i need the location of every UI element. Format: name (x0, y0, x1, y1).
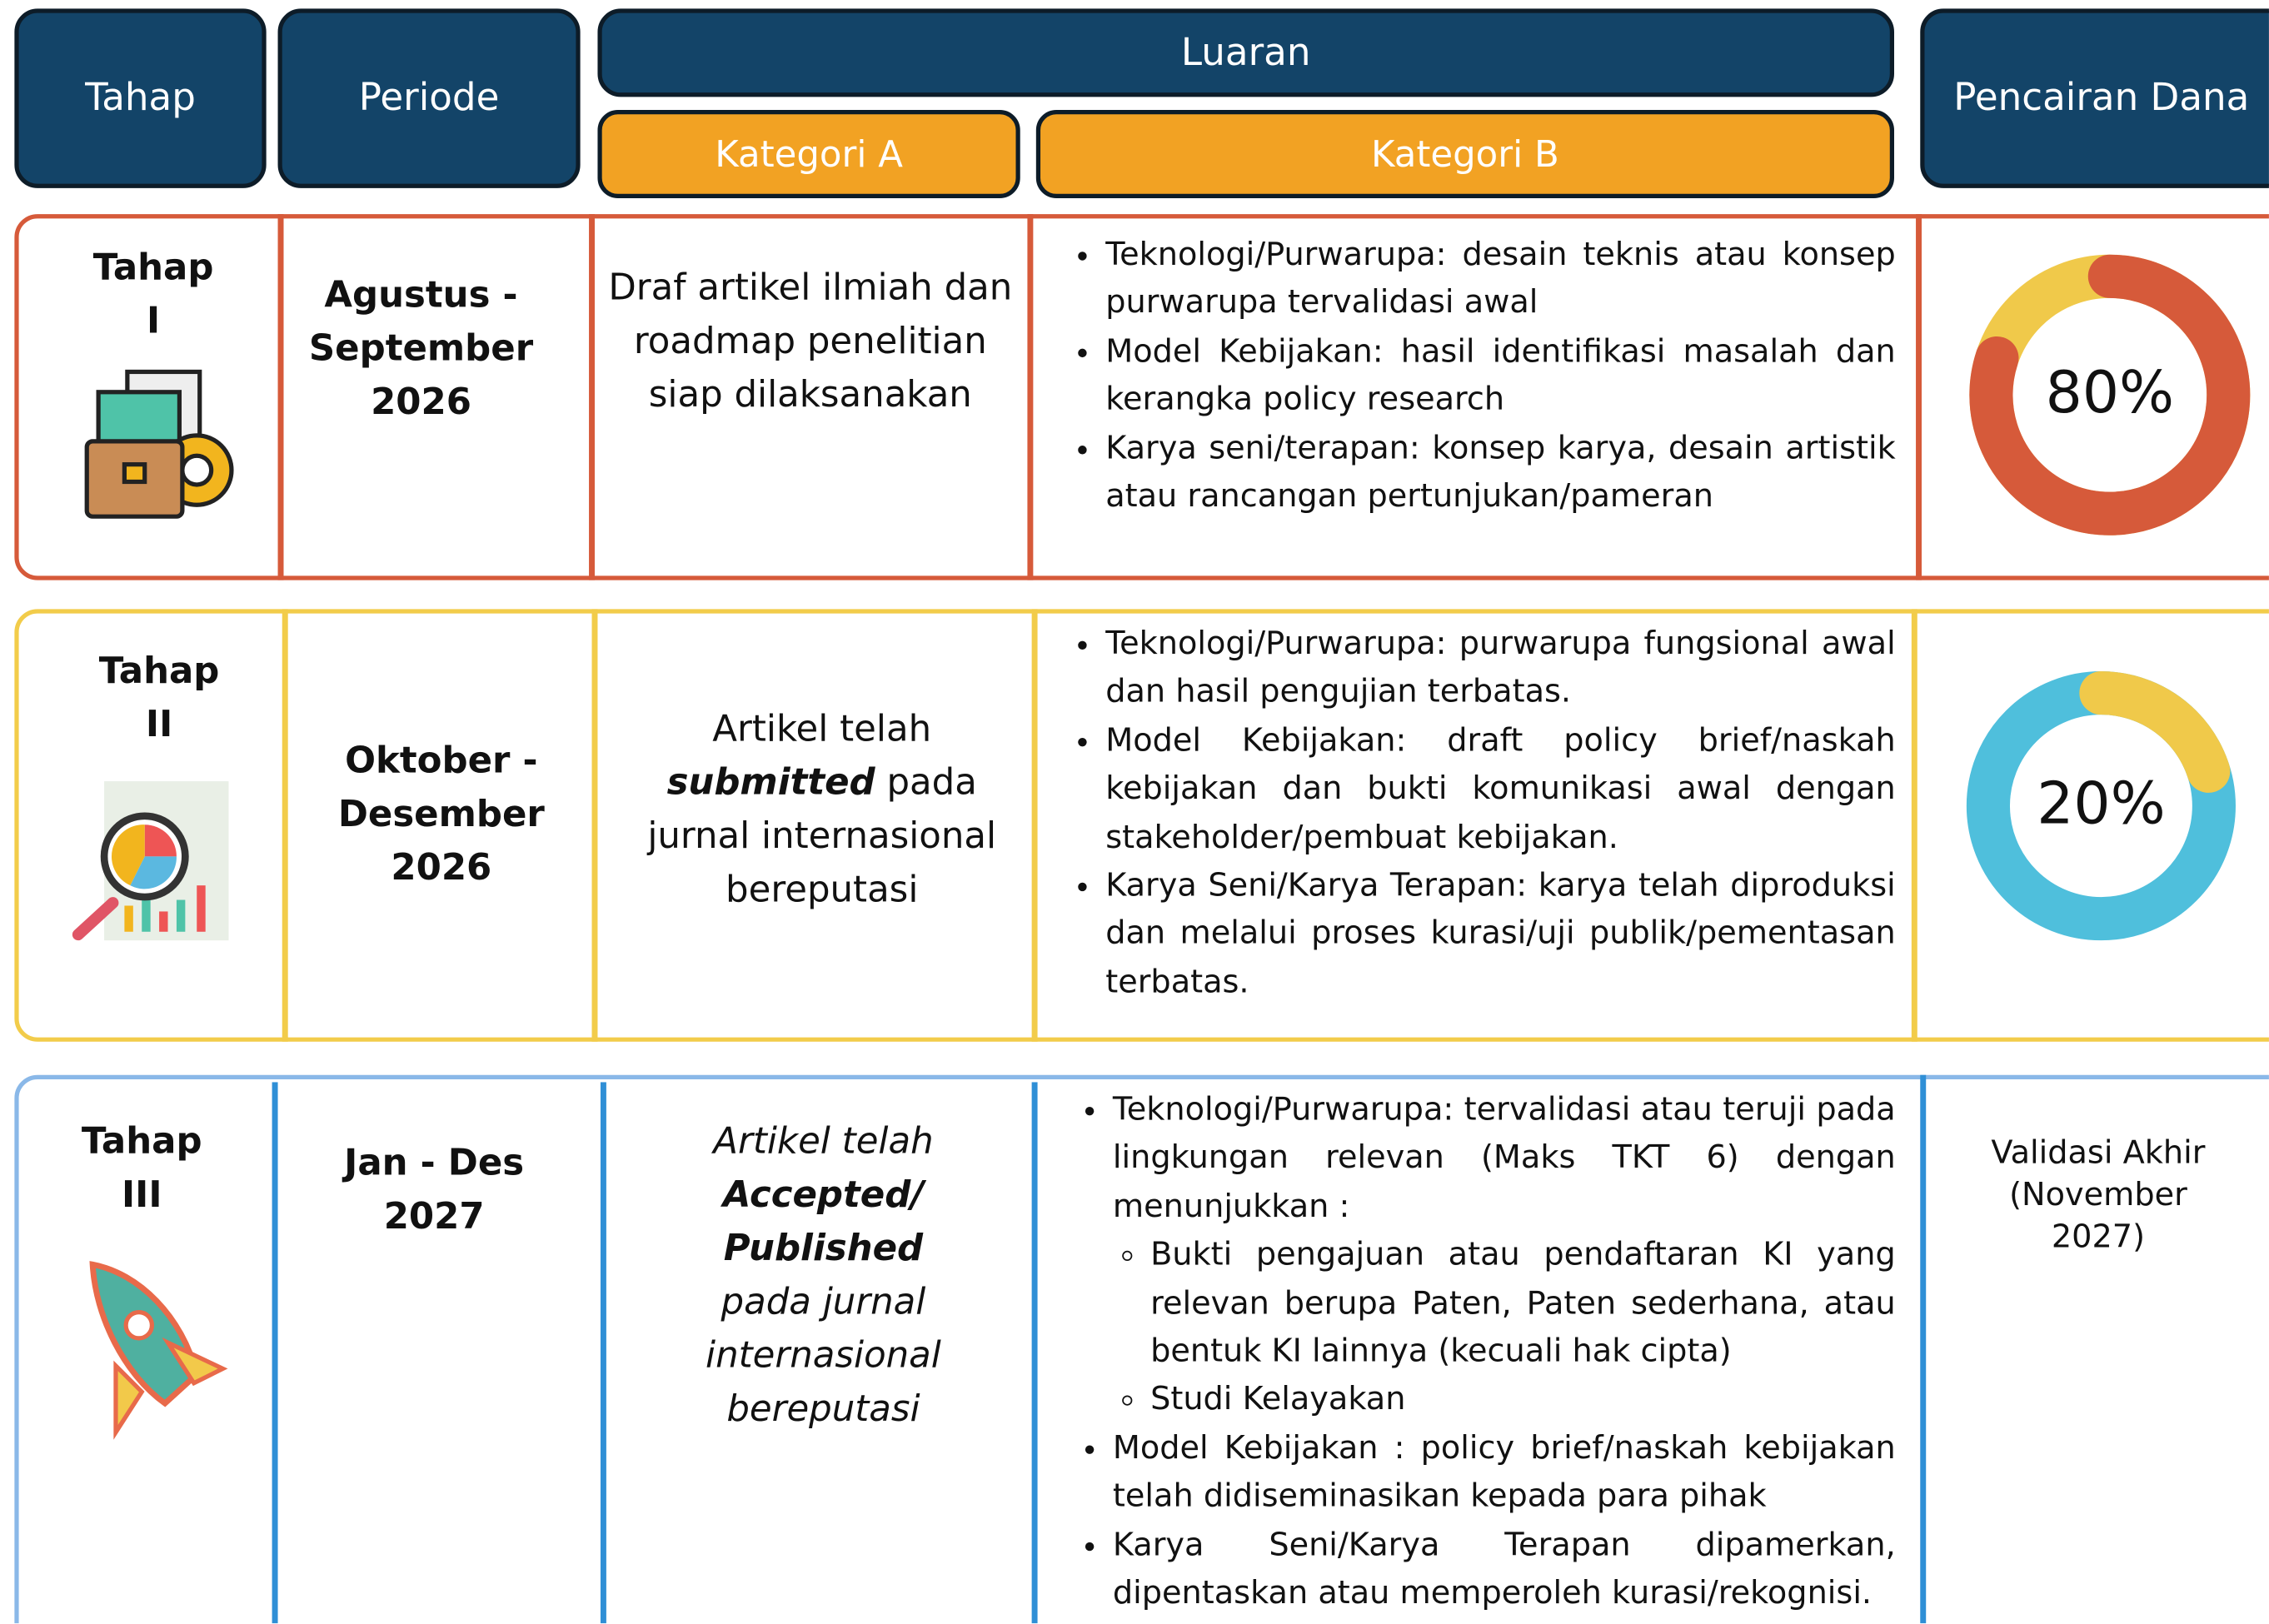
header-kategori-b: Kategori B (1035, 110, 1894, 198)
divider (1031, 609, 1038, 1042)
kategori-b-list: Teknologi/Purwarupa: tervalidasi atau te… (1075, 1087, 1896, 1618)
donut-label: 20% (2037, 770, 2166, 838)
bullet-item: Karya Seni/Karya Terapan: karya telah di… (1105, 862, 1896, 1007)
divider (272, 1082, 278, 1624)
text: submitted (666, 760, 875, 804)
kategori-b-list: Teknologi/Purwarupa: purwarupa fungsiona… (1068, 620, 1896, 1007)
row-frame (14, 214, 2269, 580)
divider (1911, 609, 1917, 1042)
kategori-a: Artikel telah Accepted/ Published pada jur… (636, 1114, 1010, 1436)
row-frame (14, 1074, 2269, 1624)
sub-list: Bukti pengajuan atau pendaftaran KI yang… (1113, 1232, 1896, 1425)
kategori-b-list: Teknologi/Purwarupa: desain teknis atau … (1068, 232, 1896, 521)
divider (591, 609, 598, 1042)
divider (1916, 214, 1922, 580)
divider (282, 609, 288, 1042)
row-frame (14, 609, 2269, 1042)
icon (89, 1261, 228, 1440)
icon (72, 781, 229, 941)
divider (277, 214, 284, 580)
bullet-item: Karya seni/terapan: konsep karya, desain… (1105, 425, 1896, 521)
header-pencairan: Pencairan Dana (1920, 8, 2269, 188)
text: Artikel telah (713, 1119, 934, 1162)
bullet-item: Teknologi/Purwarupa: purwarupa fungsiona… (1105, 620, 1896, 717)
bullet-item: Model Kebijakan: hasil identifikasi masa… (1105, 328, 1896, 425)
periode: Oktober - Desember 2026 (337, 739, 545, 889)
divider (1027, 214, 1034, 580)
donut-arc (1966, 671, 2236, 941)
text: pada jurnal internasional bereputasi (706, 1280, 941, 1430)
periode: Agustus - September 2026 (308, 273, 534, 423)
tahap: Tahap I (92, 246, 214, 341)
text: Artikel telah (712, 707, 932, 750)
header-luaran: Luaran (597, 8, 1894, 97)
bullet-item: Model Kebijakan : policy brief/naskah ke… (1113, 1425, 1896, 1522)
kategori-a: Artikel telah submitted pada jurnal inte… (611, 702, 1033, 916)
donut (1969, 254, 2251, 536)
bullet-item: Teknologi/Purwarupa: tervalidasi atau te… (1113, 1087, 1896, 1425)
kategori-a: Draf artikel ilmiah dan roadmap peneliti… (599, 261, 1021, 421)
pencairan-text: Validasi Akhir (November 2027) (1991, 1135, 2206, 1256)
text: pada jurnal internasional bereputasi (647, 760, 997, 910)
donut-arc (1969, 254, 2251, 536)
bullet-text: Teknologi/Purwarupa: tervalidasi atau te… (1112, 1092, 1896, 1226)
divider (589, 214, 595, 580)
periode: Jan - Des 2027 (344, 1141, 525, 1238)
divider (1031, 1082, 1038, 1624)
text: Draf artikel ilmiah dan roadmap peneliti… (608, 266, 1013, 416)
header-periode: Periode (277, 8, 581, 188)
bullet-item: Teknologi/Purwarupa: desain teknis atau … (1105, 232, 1896, 328)
header-kategori-a: Kategori A (597, 110, 1020, 198)
text: Accepted/ Published (722, 1173, 925, 1269)
bullet-item: Karya Seni/Karya Terapan dipamerkan, dip… (1113, 1522, 1896, 1618)
divider (600, 1082, 606, 1624)
donut-label: 80% (2045, 360, 2175, 427)
header-tahap: Tahap (14, 8, 267, 188)
sub-item: Bukti pengajuan atau pendaftaran KI yang… (1150, 1232, 1896, 1377)
tahap: Tahap II (98, 650, 220, 745)
tahap: Tahap III (81, 1119, 202, 1216)
divider (1920, 1074, 1927, 1624)
icon (84, 369, 234, 519)
bullet-item: Model Kebijakan: draft policy brief/nask… (1105, 717, 1896, 862)
sub-item: Studi Kelayakan (1150, 1377, 1896, 1425)
donut (1966, 671, 2236, 941)
